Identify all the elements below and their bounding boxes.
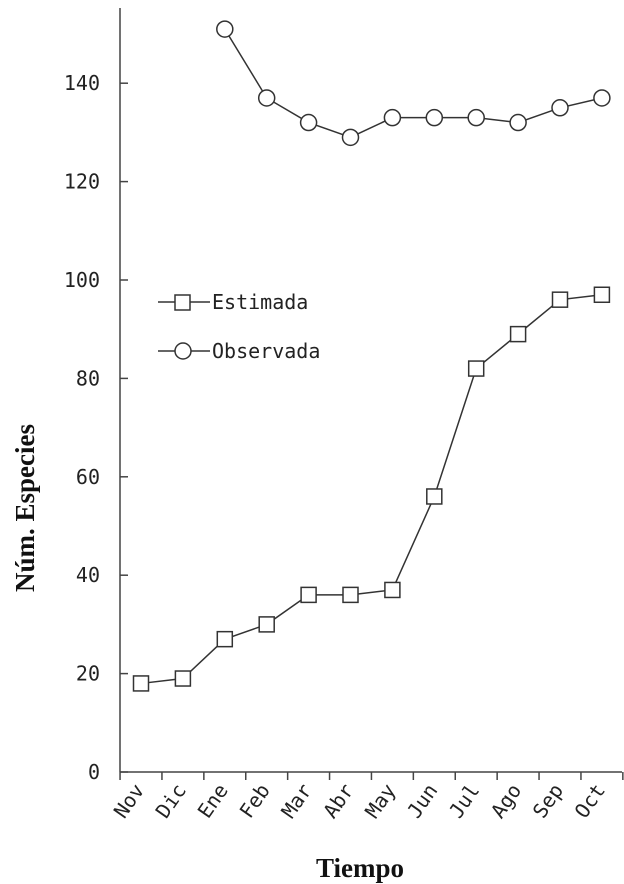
data-point-square [384, 581, 401, 599]
x-tick-label: Oct [570, 779, 610, 822]
data-point-square [258, 616, 275, 633]
x-tick-label: Abr [318, 779, 358, 822]
x-tick-label: Ene [193, 779, 233, 822]
data-point-circle [467, 108, 485, 127]
y-axis-title: Núm. Especies [10, 424, 40, 592]
data-point-circle [341, 128, 360, 147]
x-tick-label: Mar [276, 779, 316, 822]
legend-label-estimada: Estimada [212, 290, 308, 314]
data-point-circle [593, 89, 611, 107]
data-point-square [342, 586, 359, 604]
y-tick-label: 140 [64, 71, 100, 95]
x-tick-label: Feb [234, 779, 274, 822]
data-point-circle [299, 113, 318, 132]
x-tick-label: May [360, 779, 400, 822]
legend: Estimada Observada [158, 290, 320, 363]
data-point-circle [216, 20, 234, 38]
legend-label-observada: Observada [212, 339, 320, 363]
data-point-square [509, 325, 527, 343]
data-point-circle [383, 108, 402, 127]
y-tick-label: 40 [76, 563, 100, 587]
x-axis-title: Tiempo [316, 853, 404, 883]
y-tick-label: 80 [76, 366, 100, 390]
y-tick-label: 100 [64, 268, 100, 292]
data-point-square [216, 630, 234, 648]
data-point-circle [509, 113, 527, 132]
data-point-circle [257, 89, 276, 107]
data-point-circle [425, 108, 444, 127]
data-point-square [467, 360, 485, 377]
data-point-square [426, 488, 443, 505]
y-tick-label: 60 [76, 465, 100, 489]
x-tick-label: Ago [486, 779, 526, 822]
data-point-circle [551, 99, 569, 117]
legend-marker-square [174, 294, 191, 311]
data-point-square [300, 586, 317, 604]
series-line-observada [224, 28, 603, 139]
x-tick-label: Nov [109, 779, 149, 822]
x-tick-label: Jul [444, 779, 484, 822]
data-point-square [132, 675, 150, 692]
series-layer [132, 20, 611, 692]
series-observada [216, 20, 611, 147]
x-tick-label: Sep [528, 779, 568, 822]
series-line-estimada [140, 294, 602, 685]
x-tick-label: Jun [402, 779, 442, 822]
series-estimada [132, 286, 611, 692]
data-point-square [174, 670, 192, 687]
legend-marker-circle [174, 342, 192, 360]
x-tick-label: Dic [151, 779, 191, 822]
y-tick-label: 20 [76, 662, 100, 686]
y-tick-label: 120 [64, 170, 100, 194]
data-point-square [593, 286, 611, 304]
data-point-square [551, 291, 569, 308]
y-tick-label: 0 [88, 760, 100, 784]
